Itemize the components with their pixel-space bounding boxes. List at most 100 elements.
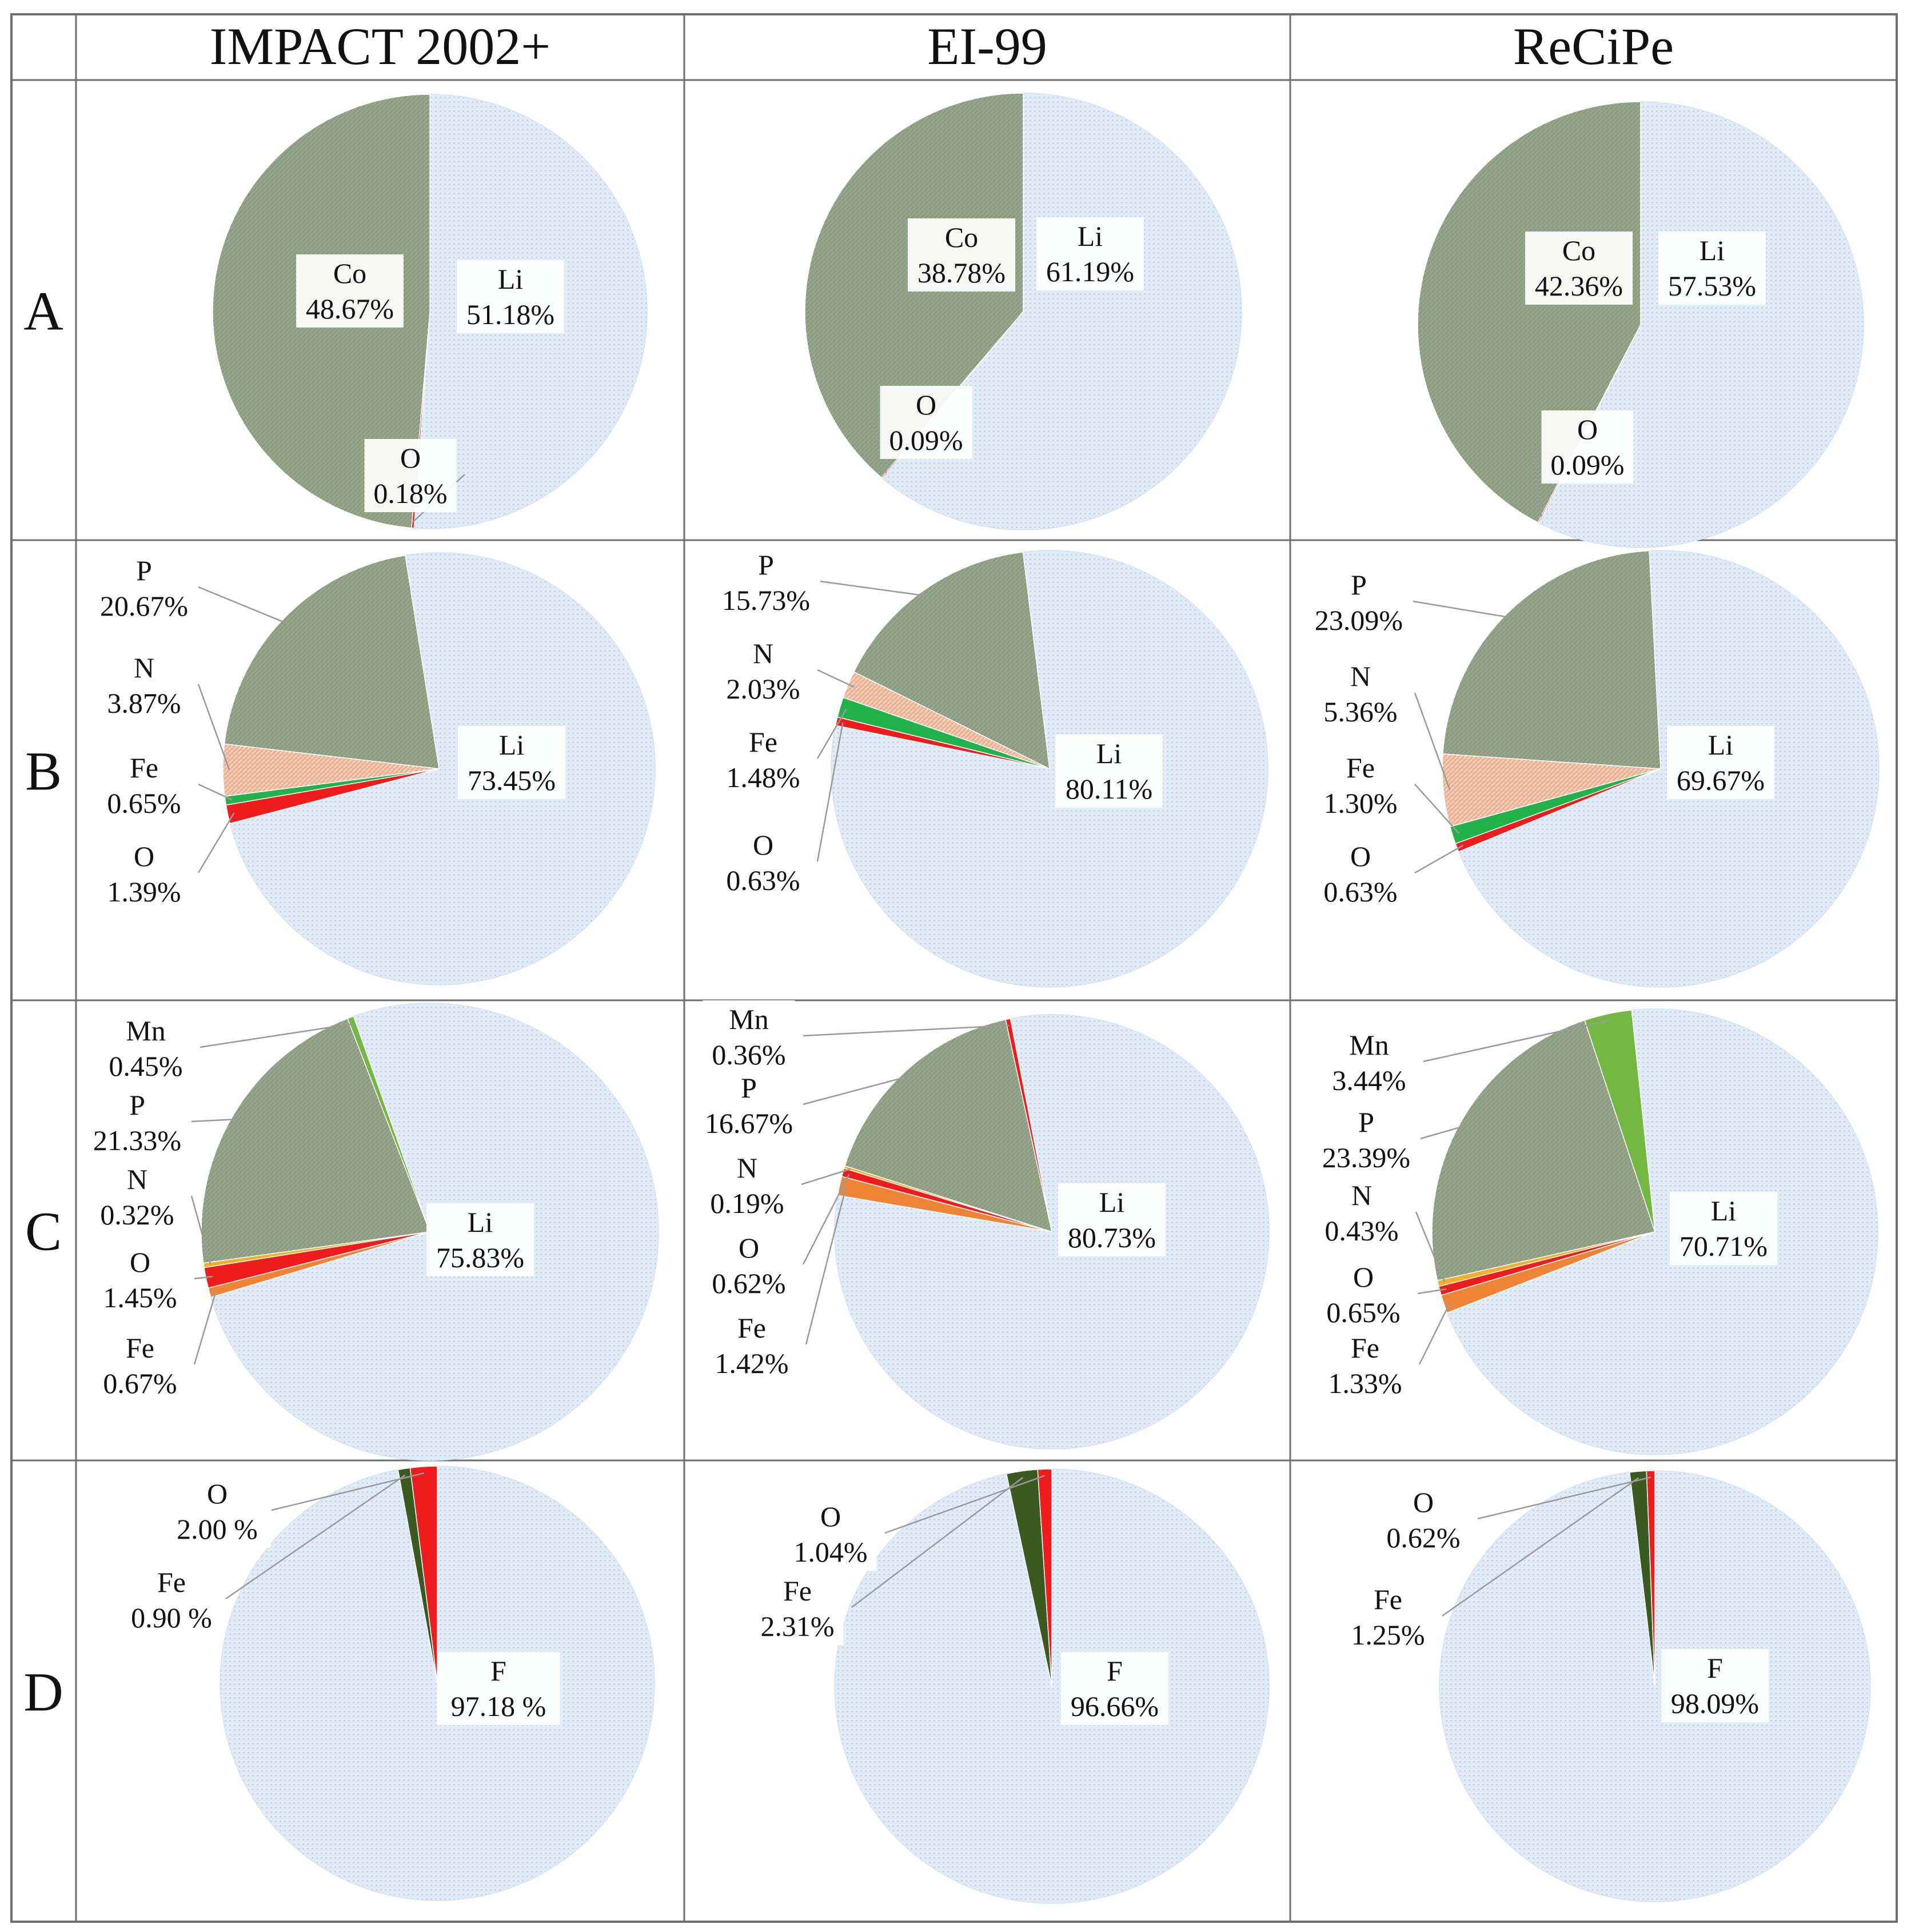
data-label-box (695, 1069, 803, 1142)
slice-value-o: 2.00 % (177, 1513, 258, 1545)
data-label-box (98, 837, 190, 911)
slice-value-mn: 3.44% (1332, 1064, 1406, 1096)
slice-label-fe: Fe (737, 1312, 766, 1344)
pie-slice-p (1442, 550, 1661, 769)
slice-value-fe: 0.65% (107, 787, 181, 819)
leader-line-o (802, 1173, 850, 1265)
slice-label-fe: Fe (783, 1575, 812, 1607)
slice-value-mn: 0.45% (109, 1050, 182, 1082)
data-label-box (1061, 1652, 1168, 1725)
slice-value-o: 0.18% (373, 477, 447, 509)
slice-label-li: Li (1711, 1195, 1736, 1227)
data-label-box (91, 1160, 183, 1234)
pie-slice-li (1446, 1008, 1878, 1455)
leader-line-n (1414, 692, 1451, 791)
slice-value-n: 0.43% (1324, 1215, 1398, 1247)
data-label-box (1058, 1183, 1166, 1256)
data-label-box (701, 1149, 793, 1222)
slice-value-f: 97.18 % (451, 1690, 546, 1722)
leader-line-o (1414, 844, 1464, 874)
slice-label-p: P (1351, 569, 1367, 601)
slice-value-co: 38.78% (917, 257, 1006, 289)
leader-line-fe (851, 1476, 1024, 1608)
slice-label-li: Li (1096, 737, 1122, 769)
slice-label-co: Co (333, 257, 366, 289)
slice-value-fe: 1.30% (1323, 787, 1397, 819)
slice-value-n: 0.32% (100, 1199, 174, 1231)
slice-value-fe: 1.33% (1328, 1367, 1402, 1399)
data-label-box (163, 1475, 271, 1548)
slice-label-li: Li (1699, 234, 1725, 266)
data-label-box (1377, 1483, 1470, 1556)
slice-value-f: 96.66% (1071, 1690, 1159, 1722)
slice-value-o: 0.65% (1326, 1296, 1400, 1328)
data-label-box (94, 1243, 186, 1316)
data-label-box (1314, 837, 1407, 911)
leader-line-fe (1442, 1477, 1639, 1617)
slice-value-o: 0.63% (726, 864, 800, 896)
data-label-box (705, 1309, 798, 1382)
slice-label-mn: Mn (126, 1015, 165, 1047)
slice-label-p: P (129, 1089, 145, 1121)
leader-line-p (1420, 1124, 1467, 1140)
data-label-box (1314, 657, 1407, 731)
slice-label-p: P (1358, 1106, 1374, 1138)
slice-value-fe: 1.25% (1351, 1619, 1425, 1651)
slice-value-fe: 0.67% (103, 1367, 177, 1399)
slice-label-o: O (820, 1500, 841, 1532)
data-label-box (457, 260, 564, 333)
slice-value-n: 3.87% (107, 687, 181, 719)
slice-value-li: 75.83% (436, 1242, 524, 1274)
slice-label-n: N (737, 1152, 757, 1184)
slice-value-o: 1.04% (793, 1536, 867, 1568)
slice-value-o: 1.45% (103, 1282, 177, 1314)
slice-value-f: 98.09% (1671, 1687, 1759, 1719)
slice-label-o: O (753, 829, 773, 861)
pie-charts: Li51.18%O0.18%Co48.67%Li61.19%O0.09%Co38… (83, 93, 1880, 1904)
slice-label-fe: Fe (1351, 1332, 1379, 1364)
leader-line-n (197, 684, 230, 771)
data-label-box (1317, 1258, 1410, 1331)
slice-label-co: Co (945, 221, 978, 253)
data-label-box (1670, 1192, 1777, 1265)
data-label-box (784, 1498, 877, 1571)
slice-value-mn: 0.36% (712, 1039, 785, 1071)
slice-label-p: P (136, 554, 152, 586)
pie-slice-p (201, 1017, 431, 1264)
slice-label-fe: Fe (749, 726, 777, 758)
data-label-box (717, 826, 809, 899)
pie-slice-o (1037, 1468, 1052, 1687)
leader-line-mn (803, 1024, 1010, 1037)
slice-value-o: 0.62% (712, 1267, 785, 1299)
slice-value-li: 80.73% (1068, 1222, 1156, 1254)
slice-label-n: N (134, 652, 154, 684)
slice-value-p: 23.09% (1315, 604, 1403, 636)
pie-slice-mn (1584, 1009, 1655, 1232)
data-label-box (1661, 1649, 1769, 1722)
slice-value-li: 80.11% (1066, 773, 1152, 805)
slice-value-fe: 1.42% (715, 1347, 788, 1379)
pie-slice-li (229, 552, 656, 985)
slice-value-fe: 1.48% (726, 761, 800, 793)
data-label-box (908, 218, 1015, 292)
slice-value-o: 0.09% (1550, 449, 1624, 481)
slice-label-n: N (1350, 660, 1371, 692)
slice-value-o: 0.63% (1323, 876, 1397, 908)
data-label-box (1315, 1176, 1408, 1250)
slice-value-o: 1.39% (107, 876, 181, 908)
pie-chart-d-2: F98.09% Fe 1.25% O 0.62% (1342, 1470, 1871, 1902)
slice-value-n: 2.03% (726, 673, 800, 705)
slice-label-fe: Fe (1374, 1583, 1402, 1615)
slice-value-p: 23.39% (1322, 1141, 1410, 1173)
slice-label-n: N (127, 1163, 147, 1195)
slice-label-li: Li (1708, 729, 1733, 761)
slice-value-fe: 0.90 % (131, 1602, 212, 1634)
pie-chart-d-1: F96.66% Fe2.31% O 1.04% (751, 1468, 1270, 1904)
data-label-box (751, 1572, 844, 1645)
slice-label-o: O (1577, 413, 1598, 445)
slice-label-o: O (739, 1232, 759, 1264)
